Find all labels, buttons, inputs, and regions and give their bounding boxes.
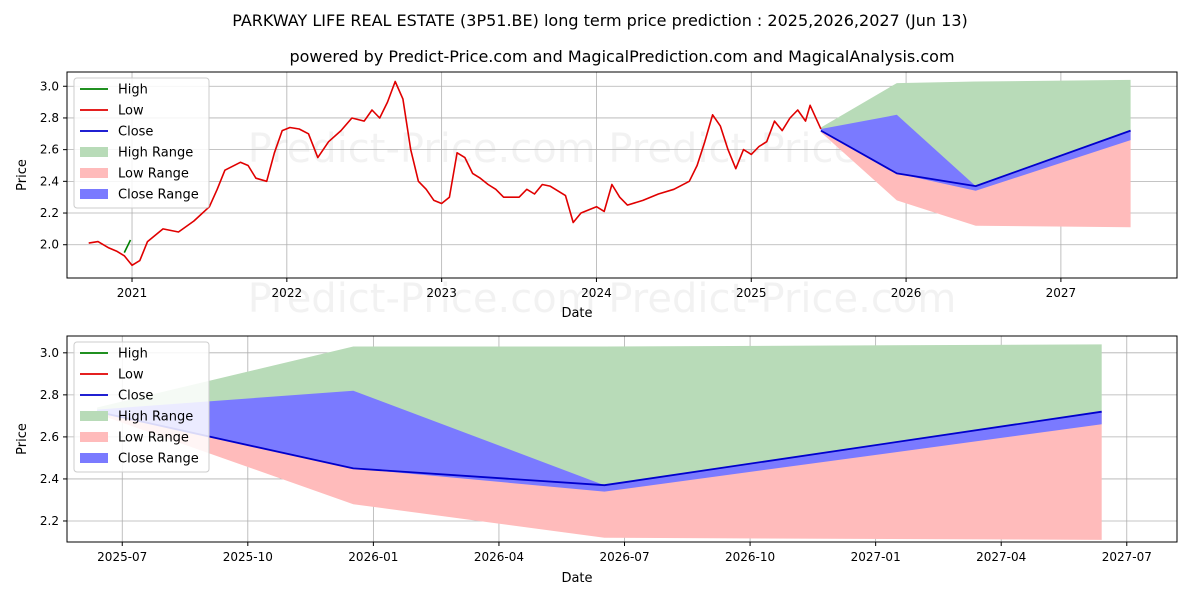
- low-range-band: [820, 130, 1131, 228]
- x-tick-label: 2027: [1046, 286, 1077, 300]
- legend-label-low-range: Low Range: [118, 431, 189, 446]
- y-tick-label: 2.2: [40, 514, 59, 528]
- legend-swatch-close-range: [80, 453, 108, 463]
- y-tick-label: 2.8: [40, 111, 59, 125]
- legend-label-high-range: High Range: [118, 146, 193, 161]
- legend-label-low: Low: [118, 104, 144, 119]
- legend-label-close-range: Close Range: [118, 188, 199, 203]
- plot-area-0: [88, 79, 1131, 267]
- x-tick-label: 2026-10: [725, 550, 775, 564]
- x-tick-label: 2026-07: [599, 550, 649, 564]
- y-tick-label: 2.6: [40, 143, 59, 157]
- x-tick-label: 2024: [581, 286, 612, 300]
- legend-swatch-high-range: [80, 411, 108, 421]
- high-series-line: [123, 239, 132, 253]
- legend-label-close: Close: [118, 125, 153, 140]
- x-tick-label: 2025: [736, 286, 767, 300]
- legend-label-high: High: [118, 347, 148, 362]
- legend-0: High Low Close High Range Low Range Close Ran…: [73, 77, 210, 209]
- legend-label-low: Low: [118, 368, 144, 383]
- x-tick-label: 2026-04: [474, 550, 524, 564]
- x-tick-label: 2021: [117, 286, 148, 300]
- x-tick-label: 2026-01: [348, 550, 398, 564]
- chart-title: PARKWAY LIFE REAL ESTATE (3P51.BE) long …: [232, 11, 968, 30]
- x-tick-label: 2027-07: [1102, 550, 1152, 564]
- x-tick-label: 2022: [272, 286, 303, 300]
- legend-label-close: Close: [118, 389, 153, 404]
- y-axis-title: Price: [15, 423, 30, 455]
- y-tick-label: 3.0: [40, 346, 59, 360]
- x-tick-label: 2027-04: [976, 550, 1026, 564]
- plot-area-1: [96, 344, 1102, 540]
- y-tick-label: 2.4: [40, 472, 59, 486]
- close-series-line: [96, 410, 1102, 487]
- x-axis-title: Date: [561, 306, 592, 321]
- x-tick-label: 2025-10: [223, 550, 273, 564]
- legend-label-low-range: Low Range: [118, 167, 189, 182]
- y-tick-label: 2.6: [40, 430, 59, 444]
- chart-subtitle: powered by Predict-Price.com and Magical…: [289, 47, 954, 66]
- legend-swatch-low-range: [80, 432, 108, 442]
- legend-label-close-range: Close Range: [118, 452, 199, 467]
- low-series-line: [88, 80, 822, 267]
- low-range-band: [97, 411, 1102, 540]
- x-tick-label: 2026: [891, 286, 922, 300]
- legend-swatch-high-range: [80, 147, 108, 157]
- legend-swatch-close-range: [80, 189, 108, 199]
- x-tick-label: 2023: [426, 286, 457, 300]
- close-range-band: [820, 114, 1131, 191]
- plot-frame: [66, 335, 1178, 543]
- watermark-text: Predict-Price.com Predict-Price.com: [248, 276, 957, 322]
- y-axis-title: Price: [15, 159, 30, 191]
- legend-swatch-low-range: [80, 168, 108, 178]
- y-tick-label: 3.0: [40, 79, 59, 93]
- y-tick-label: 2.8: [40, 388, 59, 402]
- legend-label-high: High: [118, 83, 148, 98]
- x-axis-title: Date: [561, 571, 592, 586]
- legend-1: High Low Close High Range Low Range Close Ran…: [73, 341, 210, 473]
- legend-label-high-range: High Range: [118, 410, 193, 425]
- close-series-line: [820, 129, 1131, 187]
- y-tick-label: 2.4: [40, 174, 59, 188]
- y-tick-label: 2.0: [40, 238, 59, 252]
- x-tick-label: 2025-07: [97, 550, 147, 564]
- plot-frame: [66, 71, 1178, 279]
- x-tick-label: 2027-01: [851, 550, 901, 564]
- y-tick-label: 2.2: [40, 206, 59, 220]
